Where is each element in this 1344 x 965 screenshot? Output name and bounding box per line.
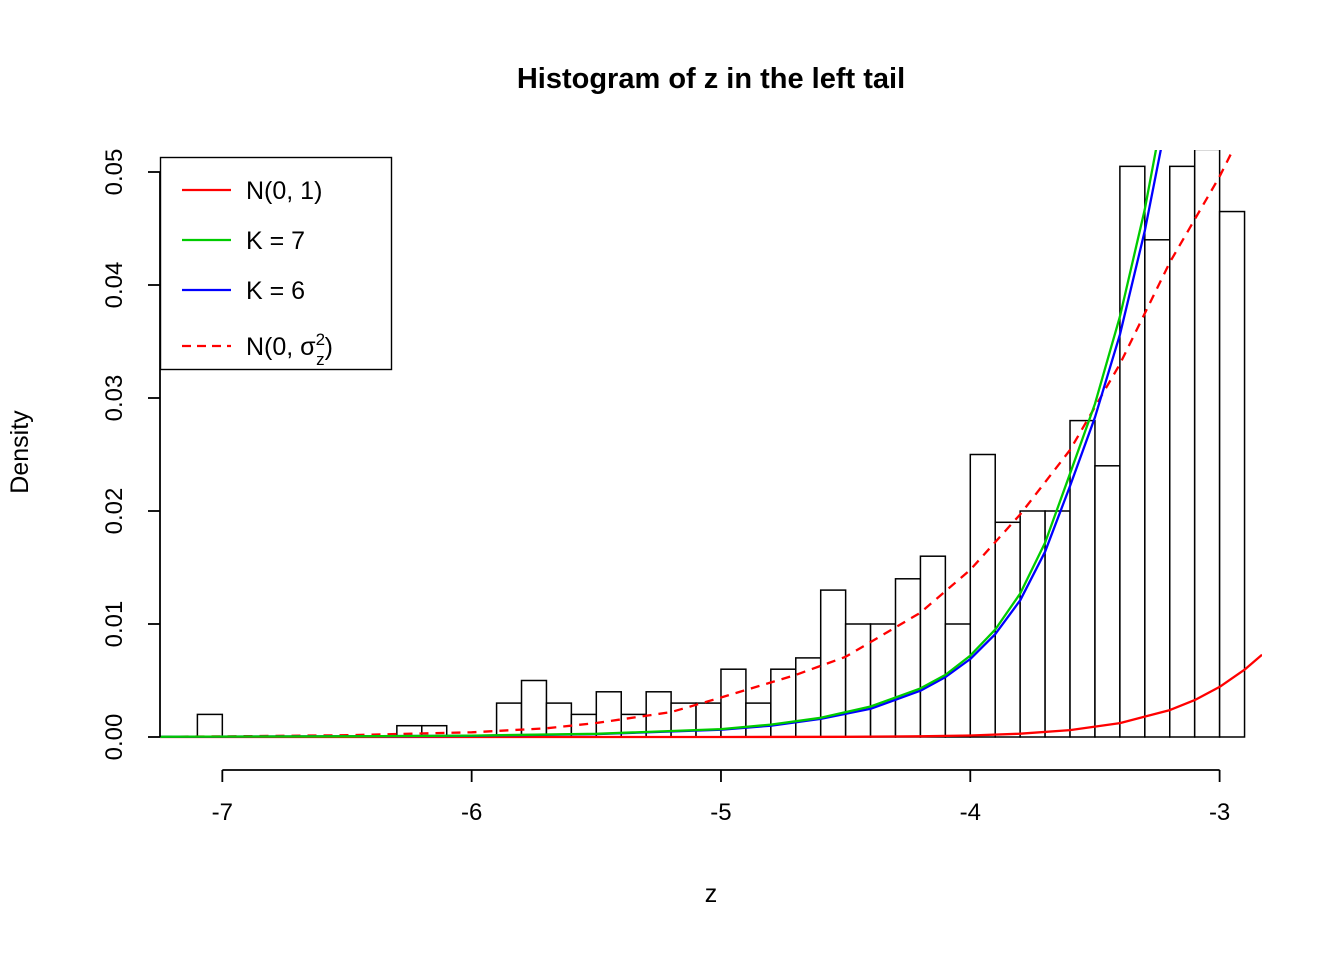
histogram-bar (745, 702, 772, 738)
legend-box (159, 156, 393, 371)
x-tick-label: -3 (1209, 799, 1230, 826)
histogram-bar (969, 453, 996, 738)
histogram-bar (1019, 510, 1046, 738)
legend-label: N(0, 1) (246, 177, 322, 205)
histogram-bar (695, 702, 722, 738)
x-tick-label: -7 (212, 799, 233, 826)
x-tick-label: -4 (960, 799, 981, 826)
histogram-bar (919, 555, 947, 738)
y-tick-label: 0.00 (101, 714, 128, 761)
histogram-bar (545, 702, 573, 738)
histogram-bar (944, 623, 972, 738)
x-tick-label: -6 (461, 799, 482, 826)
histogram-bars (196, 150, 1246, 738)
legend: N(0, 1) K = 7 K = 6 N(0, σ2 z) (159, 156, 393, 371)
curve-n-0-1- (160, 653, 1262, 739)
histogram-bar (869, 623, 897, 738)
histogram-bar (1169, 165, 1196, 738)
curve-k-7 (160, 150, 1158, 738)
histogram-bar (1119, 165, 1146, 738)
histogram-bar (844, 623, 872, 738)
y-tick-label: 0.04 (101, 262, 128, 309)
histogram-bar (1094, 465, 1121, 738)
histogram-bar (196, 713, 224, 738)
x-tick-label: -5 (710, 799, 731, 826)
chart-title: Histogram of z in the left tail (517, 63, 905, 95)
y-tick-label: 0.02 (101, 488, 128, 535)
histogram-bar (1218, 210, 1246, 738)
legend-label: K = 7 (246, 227, 305, 255)
histogram-bar (894, 578, 922, 738)
legend-label: K = 6 (246, 277, 305, 305)
histogram-bar (1069, 419, 1096, 738)
y-tick-label: 0.05 (101, 149, 128, 196)
density-curves (160, 150, 1262, 739)
y-axis-label: Density (6, 410, 34, 494)
y-tick-label: 0.03 (101, 375, 128, 422)
histogram-bar (1193, 150, 1221, 738)
legend-label: N(0, σ2 z) (246, 330, 333, 369)
x-axis-label: z (705, 880, 718, 908)
histogram-bar (720, 668, 747, 738)
histogram-bar (1144, 239, 1171, 738)
histogram-bar (595, 691, 622, 738)
histogram-bar (795, 657, 822, 738)
curve-n-0-sigma-z-2- (160, 150, 1235, 738)
y-tick-label: 0.01 (101, 601, 128, 648)
